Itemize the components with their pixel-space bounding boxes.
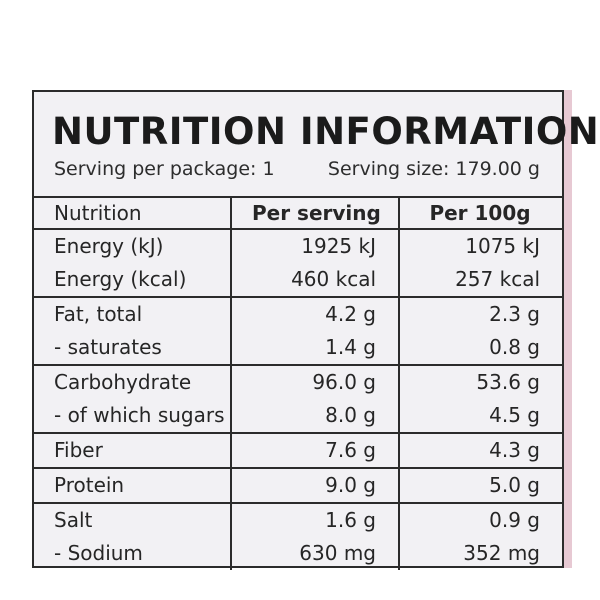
table-row-group: Energy (kJ) Energy (kcal) 1925 kJ 460 kc…	[34, 228, 562, 296]
serving-size: Serving size: 179.00 g	[327, 158, 540, 180]
nutrient-name: Energy (kcal)	[54, 267, 187, 291]
per-100g-value: 4.3 g	[489, 438, 540, 462]
header-per-100g: Per 100g	[429, 201, 531, 225]
per-100g-value: 2.3 g	[489, 302, 540, 326]
per-serving-value: 9.0 g	[325, 473, 376, 497]
nutrition-label: NUTRITION INFORMATION Serving per packag…	[32, 90, 600, 570]
per-serving-value: 96.0 g	[312, 370, 376, 394]
per-100g-value: 5.0 g	[489, 473, 540, 497]
per-100g-cell: 0.9 g 352 mg	[398, 504, 562, 570]
table-row-group: Salt - Sodium 1.6 g 630 mg 0.9 g 352 mg	[34, 502, 562, 570]
per-serving-value: 7.6 g	[325, 438, 376, 462]
per-serving-cell: 96.0 g 8.0 g	[230, 366, 398, 432]
serving-info: Serving per package: 1 Serving size: 179…	[54, 158, 540, 180]
per-100g-cell: 53.6 g 4.5 g	[398, 366, 562, 432]
per-100g-cell: 2.3 g 0.8 g	[398, 298, 562, 364]
per-serving-value: 460 kcal	[291, 267, 376, 291]
per-100g-value: 257 kcal	[455, 267, 540, 291]
per-100g-value: 352 mg	[463, 541, 540, 565]
per-serving-value: 1.6 g	[325, 508, 376, 532]
label-title: NUTRITION INFORMATION	[52, 110, 600, 153]
nutrition-table: Nutrition Per serving Per 100g Energy (k…	[34, 196, 562, 570]
table-row-group: Fat, total - saturates 4.2 g 1.4 g 2.3 g…	[34, 296, 562, 364]
header-per-serving: Per serving	[252, 201, 381, 225]
per-serving-value: 1925 kJ	[301, 234, 376, 258]
nutrient-name: - Sodium	[54, 541, 143, 565]
header-nutrition-cell: Nutrition	[34, 198, 230, 228]
per-100g-value: 1075 kJ	[465, 234, 540, 258]
nutrient-name: Energy (kJ)	[54, 234, 164, 258]
per-serving-value: 4.2 g	[325, 302, 376, 326]
serving-per-package: Serving per package: 1	[54, 158, 275, 180]
per-serving-value: 1.4 g	[325, 335, 376, 359]
table-row-group: Carbohydrate - of which sugars 96.0 g 8.…	[34, 364, 562, 432]
per-serving-cell: 9.0 g	[230, 469, 398, 502]
per-100g-cell: 1075 kJ 257 kcal	[398, 230, 562, 296]
per-100g-cell: 4.3 g	[398, 434, 562, 467]
package-edge	[562, 90, 572, 568]
nutrient-name-cell: Salt - Sodium	[34, 504, 230, 570]
nutrient-name: - saturates	[54, 335, 162, 359]
table-row-group: Protein 9.0 g 5.0 g	[34, 467, 562, 502]
per-100g-value: 0.8 g	[489, 335, 540, 359]
per-serving-value: 630 mg	[299, 541, 376, 565]
per-serving-cell: 1925 kJ 460 kcal	[230, 230, 398, 296]
per-100g-value: 4.5 g	[489, 403, 540, 427]
nutrient-name: Carbohydrate	[54, 370, 192, 394]
per-100g-cell: 5.0 g	[398, 469, 562, 502]
per-serving-cell: 4.2 g 1.4 g	[230, 298, 398, 364]
header-per-serving-cell: Per serving	[230, 198, 398, 228]
per-100g-value: 53.6 g	[476, 370, 540, 394]
nutrient-name: - of which sugars	[54, 403, 225, 427]
nutrient-name-cell: Fat, total - saturates	[34, 298, 230, 364]
nutrient-name: Fat, total	[54, 302, 143, 326]
nutrient-name: Protein	[54, 473, 125, 497]
table-header-row: Nutrition Per serving Per 100g	[34, 196, 562, 228]
per-serving-cell: 1.6 g 630 mg	[230, 504, 398, 570]
table-row-group: Fiber 7.6 g 4.3 g	[34, 432, 562, 467]
header-nutrition: Nutrition	[54, 201, 142, 225]
nutrient-name: Salt	[54, 508, 93, 532]
per-serving-value: 8.0 g	[325, 403, 376, 427]
per-100g-value: 0.9 g	[489, 508, 540, 532]
nutrient-name-cell: Carbohydrate - of which sugars	[34, 366, 230, 432]
per-serving-cell: 7.6 g	[230, 434, 398, 467]
nutrient-name-cell: Fiber	[34, 434, 230, 467]
nutrient-name-cell: Protein	[34, 469, 230, 502]
nutrient-name: Fiber	[54, 438, 103, 462]
nutrient-name-cell: Energy (kJ) Energy (kcal)	[34, 230, 230, 296]
header-per-100g-cell: Per 100g	[398, 198, 562, 228]
